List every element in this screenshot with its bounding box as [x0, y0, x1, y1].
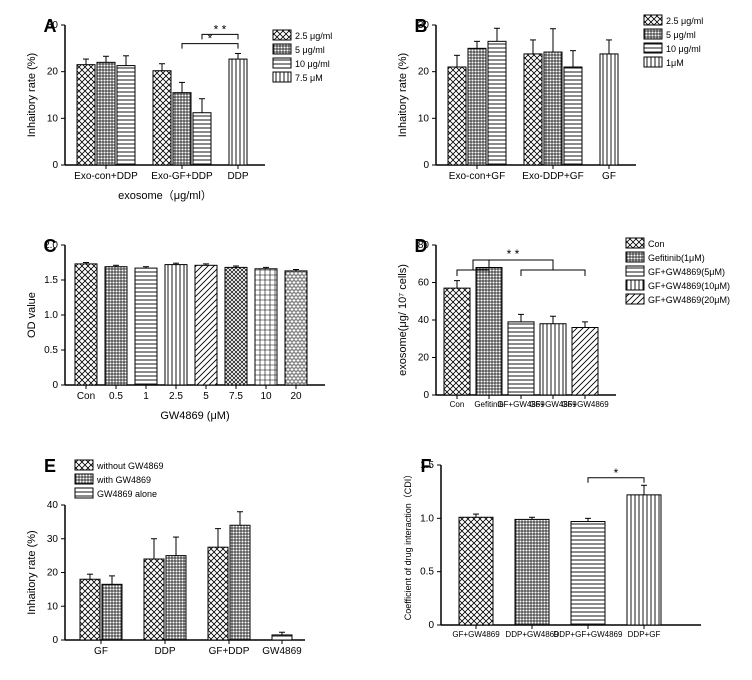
svg-text:0: 0	[423, 390, 429, 401]
svg-text:Exo-con+DDP: Exo-con+DDP	[74, 171, 138, 182]
svg-text:A: A	[44, 16, 57, 36]
svg-text:0: 0	[52, 160, 58, 171]
svg-text:GF+GW4869(20μM): GF+GW4869(20μM)	[648, 295, 730, 305]
svg-text:GW4869: GW4869	[262, 646, 302, 657]
svg-text:GF+GW4869(10μM): GF+GW4869(10μM)	[648, 281, 730, 291]
svg-text:Inhaitory rate (%): Inhaitory rate (%)	[26, 530, 38, 614]
svg-text:1.0: 1.0	[420, 513, 434, 524]
svg-text:GF+DDP: GF+DDP	[209, 646, 250, 657]
svg-text:2.5 μg/ml: 2.5 μg/ml	[295, 31, 332, 41]
svg-text:DDP+GW4869: DDP+GW4869	[505, 630, 559, 639]
panel-A: 0102030Inhaitory rate (%)exosome（μg/ml）A…	[10, 10, 371, 220]
svg-text:Inhaitory rate (%): Inhaitory rate (%)	[26, 53, 38, 137]
svg-text:E: E	[44, 456, 56, 476]
svg-text:DDP+GF+GW4869: DDP+GF+GW4869	[554, 630, 623, 639]
svg-text:D: D	[415, 236, 428, 256]
svg-text:GF: GF	[602, 171, 616, 182]
svg-text:40: 40	[47, 500, 59, 511]
svg-text:DDP+GF: DDP+GF	[628, 630, 661, 639]
svg-text:GF: GF	[94, 646, 108, 657]
svg-text:7.5 μM: 7.5 μM	[295, 73, 323, 83]
svg-text:1.0: 1.0	[44, 310, 58, 321]
svg-text:exosome(μg/ 10⁷ cells): exosome(μg/ 10⁷ cells)	[397, 264, 409, 376]
svg-text:10: 10	[47, 601, 59, 612]
svg-text:GF+GW4869(5μM): GF+GW4869(5μM)	[648, 267, 725, 277]
svg-text:20: 20	[290, 391, 302, 402]
svg-text:5 μg/ml: 5 μg/ml	[666, 30, 696, 40]
svg-text:F: F	[421, 456, 432, 476]
svg-text:0.5: 0.5	[420, 567, 434, 578]
svg-text:DDP: DDP	[154, 646, 175, 657]
svg-text:20: 20	[47, 568, 59, 579]
svg-text:Exo-GF+DDP: Exo-GF+DDP	[151, 171, 213, 182]
panel-F: 00.51.01.5Coefficient of drug interactio…	[381, 450, 742, 670]
svg-text:2.5: 2.5	[169, 391, 183, 402]
svg-text:20: 20	[418, 353, 430, 364]
svg-text:60: 60	[418, 278, 430, 289]
svg-text:Coefficient of drug interactio: Coefficient of drug interaction（CDI）	[403, 470, 413, 620]
svg-text:OD value: OD value	[26, 292, 38, 338]
svg-text:0: 0	[52, 380, 58, 391]
svg-text:Inhaitory rate (%): Inhaitory rate (%)	[397, 53, 409, 137]
svg-text:Con: Con	[648, 239, 665, 249]
svg-text:0: 0	[428, 620, 434, 631]
svg-text:7.5: 7.5	[229, 391, 243, 402]
svg-text:10 μg/ml: 10 μg/ml	[666, 44, 701, 54]
svg-text:*: *	[208, 32, 213, 46]
svg-text:1.5: 1.5	[44, 275, 58, 286]
svg-text:Exo-con+GF: Exo-con+GF	[449, 171, 505, 182]
svg-text:without GW4869: without GW4869	[96, 461, 164, 471]
svg-text:10: 10	[47, 113, 59, 124]
svg-text:Con: Con	[450, 400, 465, 409]
svg-text:20: 20	[418, 67, 430, 78]
panel-C: 00.51.01.52.0OD valueGW4869 (μM)CCon0.51…	[10, 230, 371, 440]
panel-E: 0 10 20 30 40 Inhaitory rate (%) Ewithout GW48…	[10, 450, 371, 670]
svg-text:with GW4869: with GW4869	[96, 475, 151, 485]
panel-D: 020406080exosome(μg/ 10⁷ cells)DConGefit…	[381, 230, 742, 440]
svg-text:10: 10	[260, 391, 272, 402]
svg-text:Gefitinib(1μM): Gefitinib(1μM)	[648, 253, 705, 263]
svg-text:0: 0	[52, 635, 58, 646]
svg-text:DDP: DDP	[227, 171, 248, 182]
svg-text:Exo-DDP+GF: Exo-DDP+GF	[522, 171, 583, 182]
svg-text:5: 5	[203, 391, 209, 402]
svg-text:20: 20	[47, 67, 59, 78]
svg-text:1: 1	[143, 391, 149, 402]
svg-text:GF+GW4869: GF+GW4869	[452, 630, 500, 639]
svg-text:*: *	[614, 466, 619, 480]
svg-text:5 μg/ml: 5 μg/ml	[295, 45, 325, 55]
svg-text:0: 0	[423, 160, 429, 171]
svg-text:0.5: 0.5	[44, 345, 58, 356]
svg-text:B: B	[415, 16, 428, 36]
svg-text:10 μg/ml: 10 μg/ml	[295, 59, 330, 69]
panel-B: 0102030Inhaitory rate (%)BExo-con+GFExo-…	[381, 10, 742, 220]
svg-text:30: 30	[47, 534, 59, 545]
figure-grid: 0102030Inhaitory rate (%)exosome（μg/ml）A…	[10, 10, 742, 670]
svg-text:2.5 μg/ml: 2.5 μg/ml	[666, 16, 703, 26]
svg-text:GF+GW4869: GF+GW4869	[561, 400, 609, 409]
svg-text:* *: * *	[214, 22, 227, 36]
svg-text:10: 10	[418, 113, 430, 124]
svg-text:C: C	[44, 236, 57, 256]
svg-text:exosome（μg/ml）: exosome（μg/ml）	[118, 189, 212, 202]
svg-text:Con: Con	[77, 391, 95, 402]
svg-text:GW4869 alone: GW4869 alone	[97, 489, 157, 499]
svg-text:GW4869 (μM): GW4869 (μM)	[160, 410, 229, 422]
svg-text:0.5: 0.5	[109, 391, 123, 402]
svg-text:1μM: 1μM	[666, 58, 684, 68]
svg-text:* *: * *	[507, 247, 520, 261]
svg-text:40: 40	[418, 315, 430, 326]
